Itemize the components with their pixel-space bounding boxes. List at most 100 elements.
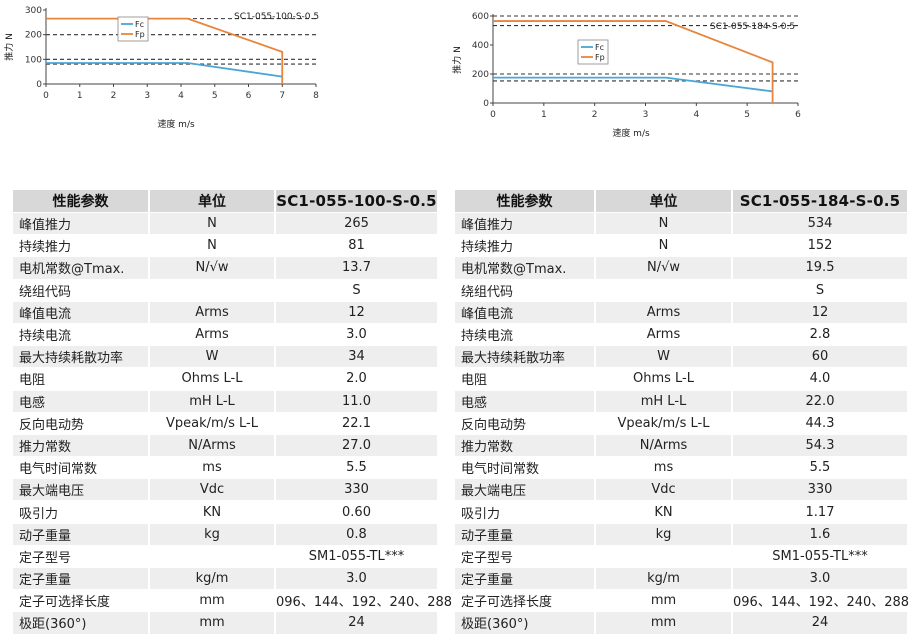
unit-cell: Ohms L-L xyxy=(594,367,732,390)
table-row: 定子重量 kg/m 3.0 xyxy=(13,567,437,590)
x-tick-label: 5 xyxy=(744,110,750,120)
table-row: 电阻 Ohms L-L 2.0 xyxy=(13,367,437,390)
param-cell: 定子重量 xyxy=(13,567,149,590)
param-cell: 电阻 xyxy=(19,373,46,389)
x-tick-label: 6 xyxy=(246,91,252,101)
x-tick-label: 0 xyxy=(490,110,496,120)
table-row: 定子型号 SM1-055-TL*** xyxy=(455,545,907,568)
x-tick-label: 1 xyxy=(541,110,547,120)
x-tick-label: 5 xyxy=(212,91,218,101)
param-cell: 推力常数 xyxy=(13,434,149,457)
value-cell: 22.0 xyxy=(731,390,907,413)
table-row: 最大持续耗散功率 W 60 xyxy=(455,345,907,368)
table-row: 反向电动势 Vpeak/m/s L-L 22.1 xyxy=(13,412,437,435)
legend-label-fp: Fp xyxy=(135,30,145,39)
legend-box xyxy=(577,39,609,65)
unit-cell: mm xyxy=(594,611,732,635)
param-cell: 电阻 xyxy=(461,373,488,389)
unit-cell: mH L-L xyxy=(148,390,275,413)
unit-cell: Arms xyxy=(148,301,275,324)
unit-cell: kg/m xyxy=(148,567,275,590)
y-axis-label: 推力 N xyxy=(451,46,463,74)
unit-cell: N xyxy=(148,234,275,257)
header-unit: 单位 xyxy=(148,190,275,213)
param-cell: 持续推力 xyxy=(19,240,72,256)
x-tick-label: 2 xyxy=(111,91,117,101)
value-cell: 534 xyxy=(731,212,907,235)
param-cell: 推力常数 xyxy=(455,434,595,457)
param-cell: 最大持续耗散功率 xyxy=(13,345,149,368)
value-cell: 096、144、192、240、288 xyxy=(731,589,909,612)
header-param: 性能参数 xyxy=(13,190,149,213)
unit-cell: Arms xyxy=(148,323,275,346)
param-cell: 极距(360°) xyxy=(455,611,595,635)
unit-cell: N xyxy=(594,212,732,235)
table-header-row: 性能参数 单位 SC1-055-184-S-0.5 xyxy=(455,190,907,213)
x-tick-label: 0 xyxy=(43,91,49,101)
value-cell: 24 xyxy=(731,611,907,635)
table-row: 绕组代码 S xyxy=(455,279,907,302)
unit-cell: Vpeak/m/s L-L xyxy=(148,412,275,435)
table-row: 峰值推力 N 265 xyxy=(13,212,437,235)
x-axis-label: 速度 m/s xyxy=(157,118,195,130)
legend-label-fc: Fc xyxy=(135,20,144,29)
table-row: 定子重量 kg/m 3.0 xyxy=(455,567,907,590)
value-cell: 1.17 xyxy=(731,500,907,524)
chart-annotation: SC1-055-184-S-0.5 xyxy=(710,22,795,32)
x-tick-label: 2 xyxy=(592,110,598,120)
y-tick-label: 600 xyxy=(472,12,489,22)
param-cell: 电感 xyxy=(13,390,149,413)
header-model: SC1-055-184-S-0.5 xyxy=(731,190,907,213)
value-cell: 27.0 xyxy=(274,434,437,457)
value-cell: S xyxy=(274,279,437,302)
table-row: 电机常数@Tmax. N/√w 19.5 xyxy=(455,256,907,280)
table-row: 峰值电流 Arms 12 xyxy=(455,301,907,324)
table-row: 动子重量 kg 0.8 xyxy=(13,523,437,546)
value-cell: 5.5 xyxy=(731,456,907,479)
param-cell: 定子可选择长度 xyxy=(461,595,553,611)
unit-cell: W xyxy=(148,345,275,368)
spec-table-100: 性能参数 单位 SC1-055-100-S-0.5 峰值推力 N 265 持续推力 N 8… xyxy=(13,190,452,635)
header-param: 性能参数 xyxy=(455,190,595,213)
param-cell: 电气时间常数 xyxy=(19,462,98,478)
value-cell: S xyxy=(731,279,907,302)
value-cell: 13.7 xyxy=(274,256,437,280)
table-row: 推力常数 N/Arms 54.3 xyxy=(455,434,907,457)
unit-cell: N/√w xyxy=(148,256,275,280)
param-cell: 吸引力 xyxy=(19,506,59,522)
value-cell: 12 xyxy=(274,301,437,324)
table-header-row: 性能参数 单位 SC1-055-100-S-0.5 xyxy=(13,190,437,213)
param-cell: 定子可选择长度 xyxy=(19,595,111,611)
param-cell: 持续电流 xyxy=(19,329,72,345)
chart-annotation: SC1-055-100-S-0.5 xyxy=(234,12,319,22)
value-cell: 22.1 xyxy=(274,412,437,435)
param-cell: 定子型号 xyxy=(19,550,72,566)
series-line-fc xyxy=(46,62,283,78)
value-cell: 54.3 xyxy=(731,434,907,457)
y-tick-label: 400 xyxy=(472,41,489,51)
param-cell: 反向电动势 xyxy=(19,417,85,433)
unit-cell: ms xyxy=(148,456,275,479)
value-cell: 81 xyxy=(274,234,437,257)
table-row: 极距(360°) mm 24 xyxy=(455,611,907,635)
value-cell: 2.0 xyxy=(274,367,437,390)
series-line-fc xyxy=(493,76,773,93)
unit-cell: N xyxy=(594,234,732,257)
value-cell: SM1-055-TL*** xyxy=(274,545,437,568)
x-tick-label: 4 xyxy=(693,110,699,120)
force-speed-chart-184: 0 1 2 3 4 5 6 0 200 400 600 推力 N 速度 m/s SC1-055-184-S… xyxy=(451,12,801,139)
param-cell: 最大持续耗散功率 xyxy=(455,345,595,368)
param-cell: 动子重量 xyxy=(455,523,595,546)
param-cell: 最大端电压 xyxy=(455,478,595,501)
unit-cell: mH L-L xyxy=(594,390,732,413)
value-cell: 5.5 xyxy=(274,456,437,479)
param-cell: 定子重量 xyxy=(455,567,595,590)
x-axis-label: 速度 m/s xyxy=(612,127,650,139)
param-cell: 峰值电流 xyxy=(13,301,149,324)
value-cell: SM1-055-TL*** xyxy=(731,545,907,568)
param-cell: 持续电流 xyxy=(461,329,514,345)
unit-cell: N xyxy=(148,212,275,235)
value-cell: 34 xyxy=(274,345,437,368)
x-tick-label: 7 xyxy=(279,91,285,101)
value-cell: 12 xyxy=(731,301,907,324)
